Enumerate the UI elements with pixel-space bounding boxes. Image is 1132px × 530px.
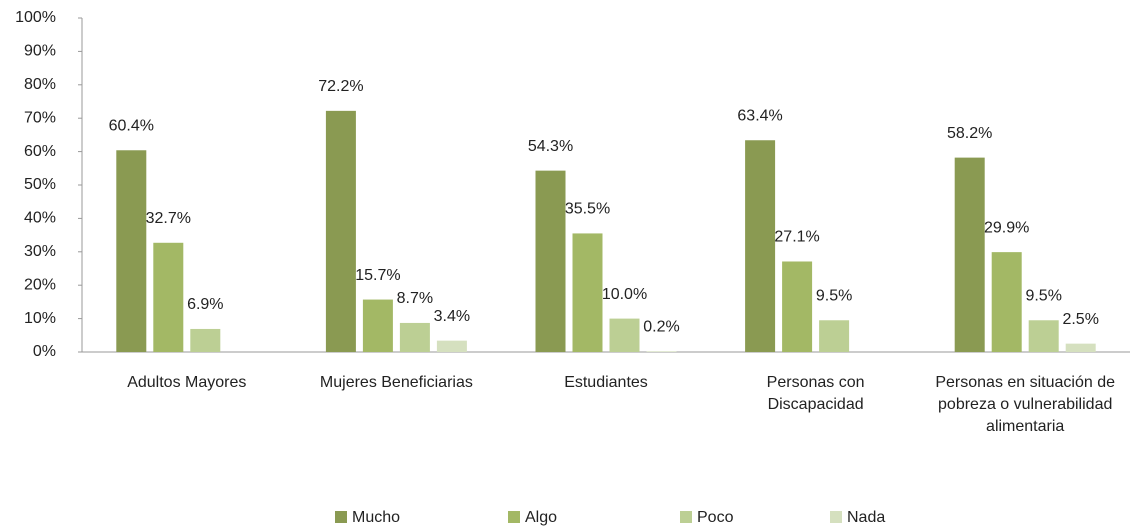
- bar: [819, 320, 850, 352]
- data-label: 3.4%: [434, 308, 470, 325]
- bar: [782, 261, 813, 352]
- y-tick-label: 10%: [24, 310, 56, 327]
- legend-label: Mucho: [352, 509, 400, 526]
- bar: [535, 170, 566, 352]
- y-tick-label: 100%: [15, 9, 56, 26]
- bar: [646, 351, 677, 352]
- bar: [362, 299, 393, 352]
- data-label: 2.5%: [1062, 311, 1098, 328]
- legend-swatch: [508, 511, 520, 523]
- bar: [991, 252, 1022, 352]
- bar: [153, 242, 184, 352]
- x-tick-label: Adultos Mayores: [127, 374, 247, 391]
- bar: [609, 318, 640, 352]
- legend-label: Poco: [697, 509, 734, 526]
- bar: [954, 157, 985, 352]
- bar: [116, 150, 147, 352]
- y-tick-label: 20%: [24, 276, 56, 293]
- y-tick-label: 80%: [24, 76, 56, 93]
- x-tick-label: Personas con Discapacidad: [766, 374, 865, 413]
- y-tick-label: 0%: [33, 343, 56, 360]
- legend-swatch: [335, 511, 347, 523]
- bar: [572, 233, 603, 352]
- bar: [1065, 343, 1096, 352]
- legend-swatch: [680, 511, 692, 523]
- data-label: 9.5%: [1025, 287, 1061, 304]
- y-tick-label: 60%: [24, 143, 56, 160]
- y-tick-label: 90%: [24, 43, 56, 60]
- x-tick-label: Estudiantes: [564, 374, 648, 391]
- data-label: 29.9%: [984, 219, 1029, 236]
- legend-label: Nada: [847, 509, 885, 526]
- data-label: 60.4%: [109, 117, 154, 134]
- bar: [190, 328, 221, 352]
- y-tick-label: 30%: [24, 243, 56, 260]
- data-label: 6.9%: [187, 296, 223, 313]
- y-tick-label: 40%: [24, 210, 56, 227]
- bar: [745, 140, 776, 352]
- data-label: 9.5%: [816, 287, 852, 304]
- data-label: 27.1%: [774, 229, 819, 246]
- data-label: 72.2%: [318, 78, 363, 95]
- y-tick-label: 50%: [24, 176, 56, 193]
- data-label: 54.3%: [528, 138, 573, 155]
- data-label: 58.2%: [947, 125, 992, 142]
- x-tick-label: Mujeres Beneficiarias: [319, 374, 473, 391]
- bar: [399, 322, 430, 352]
- data-label: 0.2%: [643, 319, 679, 336]
- bar: [1028, 320, 1059, 352]
- bar: [325, 110, 356, 353]
- data-label: 63.4%: [737, 107, 782, 124]
- legend-swatch: [830, 511, 842, 523]
- y-tick-label: 70%: [24, 109, 56, 126]
- data-label: 35.5%: [565, 201, 610, 218]
- x-tick-label: Personas en situación de pobreza o vulne…: [935, 374, 1116, 435]
- data-label: 15.7%: [355, 267, 400, 284]
- data-label: 32.7%: [146, 210, 191, 227]
- data-label: 8.7%: [397, 290, 433, 307]
- legend-label: Algo: [525, 509, 557, 526]
- bar: [436, 340, 467, 352]
- data-label: 10.0%: [602, 286, 647, 303]
